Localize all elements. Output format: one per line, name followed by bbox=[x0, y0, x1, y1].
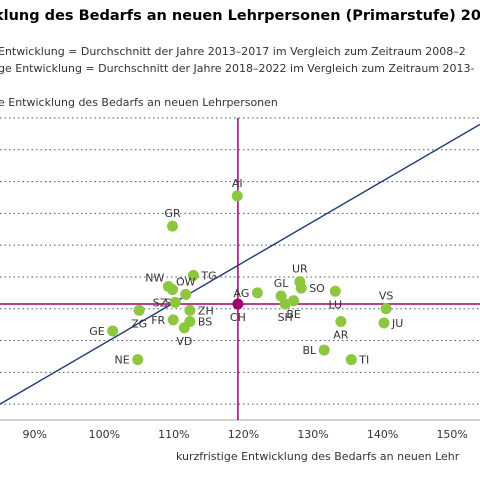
x-axis-label: kurzfristige Entwicklung des Bedarfs an … bbox=[176, 450, 460, 463]
point-label-ti: TI bbox=[358, 354, 369, 367]
point-sz bbox=[169, 296, 181, 308]
point-label-vd: VD bbox=[176, 335, 192, 348]
point-zg bbox=[133, 304, 145, 316]
point-bl bbox=[318, 344, 330, 356]
point-label-ai: AI bbox=[232, 177, 243, 190]
chart-note-2: ge Entwicklung = Durchschnitt der Jahre … bbox=[0, 62, 475, 75]
x-tick-label: 90% bbox=[23, 428, 47, 441]
point-fr bbox=[167, 314, 179, 326]
point-so bbox=[295, 282, 307, 294]
point-sg bbox=[167, 284, 179, 296]
point-ch bbox=[232, 298, 244, 310]
point-label-vs: VS bbox=[379, 290, 394, 303]
point-label-tg: TG bbox=[200, 269, 216, 282]
point-label-bl: BL bbox=[302, 344, 317, 357]
point-ge bbox=[107, 325, 119, 337]
chart-title: klung des Bedarfs an neuen Lehrpersonen … bbox=[0, 8, 480, 24]
point-label-lu: LU bbox=[328, 298, 342, 311]
point-label-ag: AG bbox=[234, 287, 250, 300]
point-ti bbox=[345, 354, 357, 366]
point-ne bbox=[132, 354, 144, 366]
x-tick-label: 100% bbox=[89, 428, 120, 441]
point-label-bs: BS bbox=[198, 315, 212, 328]
point-label-ow: OW bbox=[176, 275, 196, 288]
point-label-so: SO bbox=[309, 282, 325, 295]
point-vd bbox=[178, 322, 190, 334]
point-label-sh: SH bbox=[278, 311, 293, 324]
point-tg bbox=[187, 269, 199, 281]
point-lu bbox=[329, 285, 341, 297]
plot-area: AIGRNWTGSGOWSZZGZHFRBSVDGENEAGGLSHBEURSO… bbox=[0, 117, 480, 421]
point-label-be: BE bbox=[286, 308, 301, 321]
x-tick-label: 130% bbox=[297, 428, 328, 441]
point-label-ju: JU bbox=[391, 317, 403, 330]
point-label-ur: UR bbox=[292, 263, 308, 276]
x-tick-label: 120% bbox=[228, 428, 259, 441]
point-label-ge: GE bbox=[89, 325, 105, 338]
chart-note-1: Entwicklung = Durchschnitt der Jahre 201… bbox=[0, 45, 466, 58]
x-tick-label: 110% bbox=[158, 428, 189, 441]
point-label-gl: GL bbox=[274, 277, 290, 290]
x-tick-labels: 90% 100% 110% 120% 130% 140% 150% bbox=[23, 428, 468, 441]
point-label-nw: NW bbox=[145, 271, 164, 284]
x-tick-label: 150% bbox=[436, 428, 467, 441]
point-vs bbox=[380, 303, 392, 315]
point-label-zh: ZH bbox=[198, 304, 214, 317]
point-be bbox=[288, 295, 300, 307]
point-label-ar: AR bbox=[333, 328, 349, 341]
point-ar bbox=[335, 315, 347, 327]
point-label-ch: CH bbox=[230, 311, 246, 324]
point-ai bbox=[231, 190, 243, 202]
point-ag bbox=[251, 287, 263, 299]
point-gr bbox=[167, 220, 179, 232]
point-zh bbox=[184, 304, 196, 316]
x-tick-label: 140% bbox=[367, 428, 398, 441]
point-label-zg: ZG bbox=[131, 317, 147, 330]
point-label-fr: FR bbox=[151, 314, 165, 327]
point-ju bbox=[378, 317, 390, 329]
point-label-ne: NE bbox=[115, 354, 130, 367]
point-label-sz: SZ bbox=[153, 296, 168, 309]
point-sh bbox=[279, 298, 291, 310]
diagonal-line bbox=[0, 123, 480, 405]
point-label-gr: GR bbox=[164, 207, 181, 220]
point-ow bbox=[180, 288, 192, 300]
y-axis-label: e Entwicklung des Bedarfs an neuen Lehrp… bbox=[0, 96, 278, 109]
